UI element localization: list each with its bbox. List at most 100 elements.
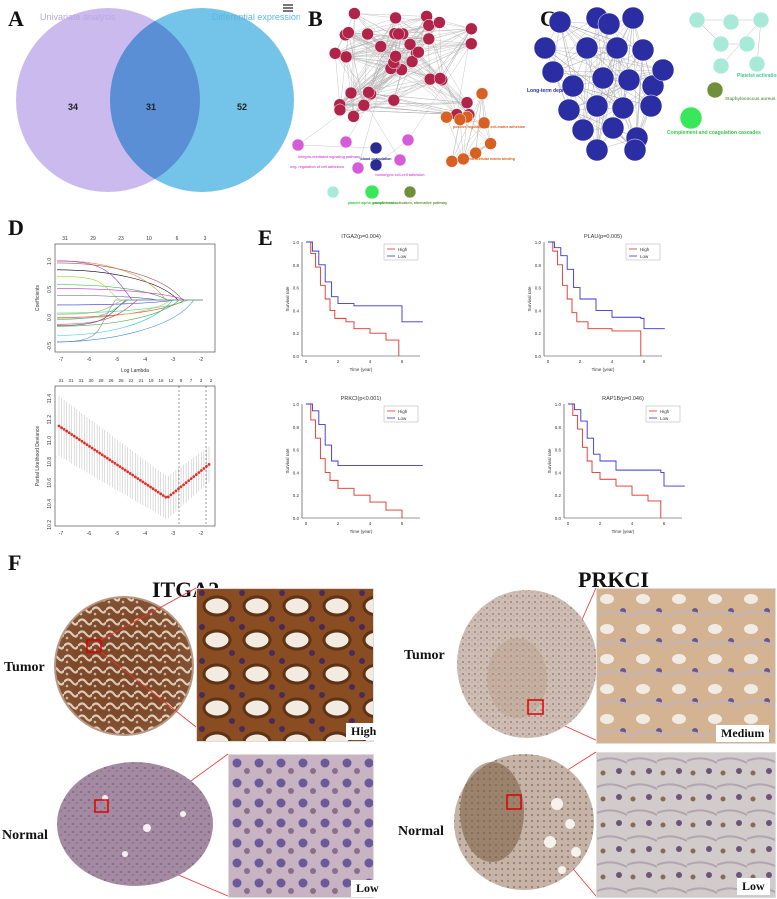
lasso-cv-point — [179, 485, 183, 489]
network-b: blood coagulation homotypic cell-cell adh… — [290, 7, 525, 205]
network-b-node — [389, 11, 402, 25]
lasso-top-count-tick: 10 — [146, 236, 152, 242]
lasso-bottom-xtick: -2 — [199, 531, 204, 537]
lasso-cv-point — [197, 471, 201, 474]
km-legend-low: Low — [640, 254, 649, 259]
network-c-node — [585, 138, 609, 162]
network-b-node — [401, 133, 415, 147]
zoom-region-marker — [94, 799, 109, 813]
network-c-node — [571, 118, 595, 142]
panel-d-letter: D — [8, 215, 24, 240]
network-c-node — [752, 11, 770, 29]
venn-right-count: 52 — [237, 102, 247, 112]
lasso-top-count-tick: 3 — [204, 236, 207, 242]
network-b-node — [403, 185, 417, 199]
network-b-term-label: blood coagulation — [361, 157, 392, 161]
network-b-term-label: positive regulation of cell-matrix adhes… — [453, 125, 525, 129]
km-plot-rap1b: RAP1B(p=0.046) 1.0 0.8 0.6 0.4 0.2 0.0 0 2 4 6 Time… — [547, 396, 685, 534]
km-ylabel: Survival rate — [285, 286, 290, 312]
km-legend-low: Low — [398, 254, 407, 259]
network-b-node — [364, 184, 380, 200]
km-xtick: 6 — [643, 359, 646, 364]
lasso-bottom-ylabel: Partial Likelihood Deviance — [35, 426, 41, 487]
hamburger-icon[interactable] — [283, 4, 293, 12]
km-legend-high: High — [398, 409, 408, 414]
itga2-normal-core — [57, 762, 213, 886]
network-c-node — [712, 57, 730, 75]
network-c-node — [722, 13, 740, 31]
network-c-node — [623, 138, 647, 162]
lasso-bottom-xtick: -6 — [87, 531, 92, 537]
km-curve-high — [548, 241, 642, 356]
lasso-cv-point — [62, 427, 66, 431]
km-ytick: 0.2 — [555, 493, 562, 498]
network-b-node — [362, 86, 375, 99]
km-xtick: 2 — [599, 521, 602, 526]
venn-left-count: 34 — [68, 102, 78, 112]
prkci-normal-core — [454, 754, 594, 890]
lasso-bottom-count-tick: 31 — [58, 378, 64, 383]
lasso-top-xtick: -7 — [59, 357, 64, 363]
network-c-node — [557, 98, 581, 122]
km-xtick: 4 — [369, 359, 372, 364]
network-b-node — [333, 103, 347, 117]
venn-diagram: Univariate analysis Differential express… — [16, 8, 300, 192]
lasso-cv-point — [110, 460, 114, 463]
network-c-term-label: Staphylococcus aureus infection — [725, 96, 777, 101]
lasso-top-count-tick: 29 — [90, 236, 96, 242]
itga2-tumor-core — [54, 596, 194, 736]
lasso-cv-point — [108, 458, 112, 462]
lasso-cv-point — [189, 477, 193, 481]
network-c-node — [585, 94, 609, 118]
lasso-bottom-count-tick: 2 — [210, 378, 213, 383]
km-ytick: 0.4 — [293, 308, 300, 313]
km-xtick: 6 — [401, 359, 404, 364]
lasso-cv-plot: 31 31 31 30 28 26 25 22 21 19 16 12 9 7 3 2 -7 -6 -5 -4 -3 -2… — [35, 378, 216, 537]
lasso-cv-point — [192, 475, 196, 479]
km-ytick: 1.0 — [293, 240, 300, 245]
lasso-cv-point — [128, 472, 132, 475]
lasso-coefficient-path — [56, 299, 203, 315]
network-b-term-label: integrin-mediated signaling pathway — [298, 155, 360, 159]
network-b-node — [484, 137, 497, 150]
network-b-term-label: extracellular matrix binding — [468, 157, 515, 161]
lasso-cv-point — [67, 431, 71, 435]
km-curve-low — [548, 241, 665, 330]
km-ytick: 0.4 — [555, 470, 562, 475]
lasso-bottom-count-tick: 25 — [118, 378, 124, 383]
network-c-term-label: Complement and coagulation cascades — [667, 130, 761, 136]
km-curve-high — [568, 403, 662, 518]
km-ytick: 0.0 — [293, 354, 300, 359]
network-b-node — [465, 37, 478, 50]
km-legend-high: High — [640, 247, 650, 252]
lasso-cv-point — [169, 493, 173, 497]
lasso-bottom-count-tick: 31 — [78, 378, 84, 383]
lasso-coefficient-path — [56, 299, 203, 318]
network-b-node — [328, 47, 342, 60]
km-plot-plau: PLAU(p=0.005) 1.0 0.8 0.6 0.4 0.2 0.0 0 2 4 6 Time … — [527, 234, 665, 372]
network-c-node — [688, 11, 706, 29]
venn-overlap — [110, 8, 200, 192]
lasso-bottom-xtick: -5 — [115, 531, 120, 537]
km-curve-low — [568, 403, 685, 487]
gene-title-prkci: PRKCI — [578, 567, 649, 592]
lasso-cv-point — [187, 479, 191, 483]
network-b-node — [369, 141, 383, 155]
lasso-bottom-ytick: 10.8 — [47, 457, 53, 467]
network-c-node — [575, 36, 599, 60]
km-xtick: 2 — [579, 359, 582, 364]
lasso-cv-point — [199, 469, 203, 472]
network-b-node — [405, 55, 419, 68]
lasso-cv-point — [138, 478, 142, 482]
lasso-cv-point — [121, 466, 124, 470]
network-b-node — [445, 155, 459, 168]
km-xtick: 4 — [611, 359, 614, 364]
lasso-top-count-tick: 6 — [176, 236, 179, 242]
km-ytick: 0.2 — [293, 493, 300, 498]
lasso-top-xtick: -2 — [199, 357, 204, 363]
network-c-node — [631, 38, 655, 62]
km-xtick: 6 — [663, 521, 666, 526]
network-b-term-label: homotypic cell-cell adhesion — [375, 173, 424, 177]
lasso-coefficient-path — [56, 260, 203, 301]
lasso-cv-point — [80, 439, 84, 443]
